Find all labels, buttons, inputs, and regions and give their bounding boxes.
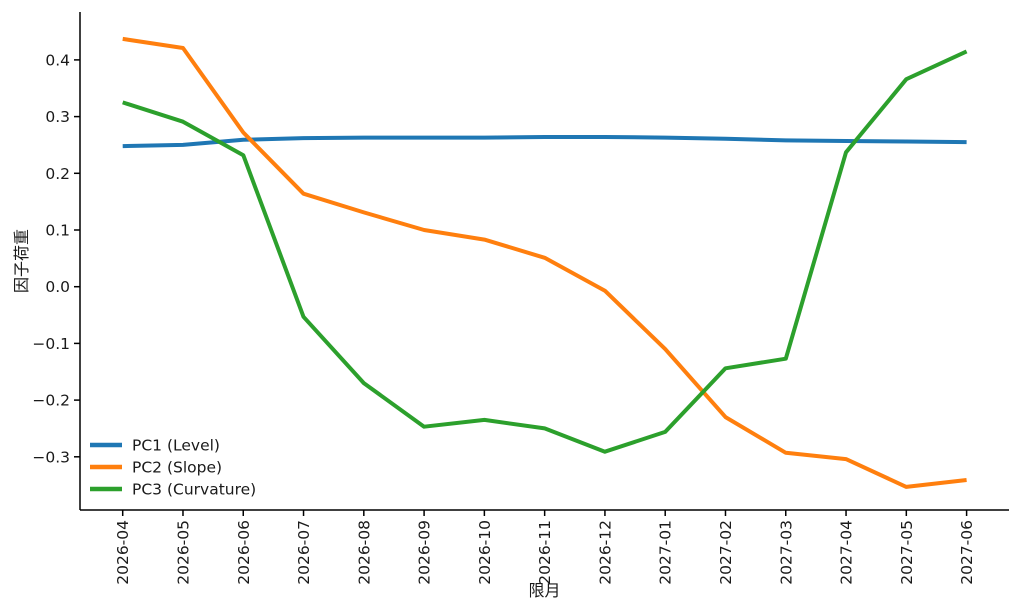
x-tick-label: 2026-05 bbox=[174, 520, 192, 585]
legend: PC1 (Level) PC2 (Slope) PC3 (Curvature) bbox=[90, 437, 256, 499]
x-tick-label: 2026-08 bbox=[355, 520, 373, 585]
x-tick-label: 2027-04 bbox=[838, 520, 856, 585]
x-tick-label: 2027-01 bbox=[657, 520, 675, 585]
x-tick-label: 2026-10 bbox=[476, 520, 494, 585]
x-tick-label: 2026-09 bbox=[416, 520, 434, 585]
y-tick-label: 0.3 bbox=[45, 108, 70, 126]
x-tick-label: 2026-12 bbox=[596, 520, 614, 585]
pc3-line bbox=[122, 49, 968, 454]
y-axis-label: 因子荷重 bbox=[12, 229, 31, 293]
y-tick-label: 0.1 bbox=[45, 222, 70, 240]
legend-label-pc1: PC1 (Level) bbox=[132, 437, 220, 455]
x-tick-label: 2027-06 bbox=[958, 520, 976, 585]
x-tick-label: 2026-06 bbox=[235, 520, 253, 585]
x-tick-label: 2026-04 bbox=[114, 520, 132, 585]
x-axis-label: 限月 bbox=[528, 581, 560, 600]
y-tick-label: −0.2 bbox=[32, 392, 70, 410]
y-tick-label: 0.2 bbox=[45, 165, 70, 183]
y-tick-label: 0.0 bbox=[45, 278, 70, 296]
x-tick-label: 2027-03 bbox=[777, 520, 795, 585]
legend-label-pc2: PC2 (Slope) bbox=[132, 459, 222, 477]
legend-label-pc3: PC3 (Curvature) bbox=[132, 481, 256, 499]
pc1-line bbox=[122, 135, 967, 149]
x-tick-label: 2026-11 bbox=[536, 520, 554, 585]
x-tick-label: 2026-07 bbox=[295, 520, 313, 585]
y-tick-label: −0.1 bbox=[32, 335, 70, 353]
x-tick-label: 2027-02 bbox=[717, 520, 735, 585]
y-tick-label: 0.4 bbox=[45, 51, 70, 69]
pc2-line bbox=[122, 36, 967, 489]
y-tick-label: −0.3 bbox=[32, 448, 70, 466]
x-tick-label: 2027-05 bbox=[898, 520, 916, 585]
